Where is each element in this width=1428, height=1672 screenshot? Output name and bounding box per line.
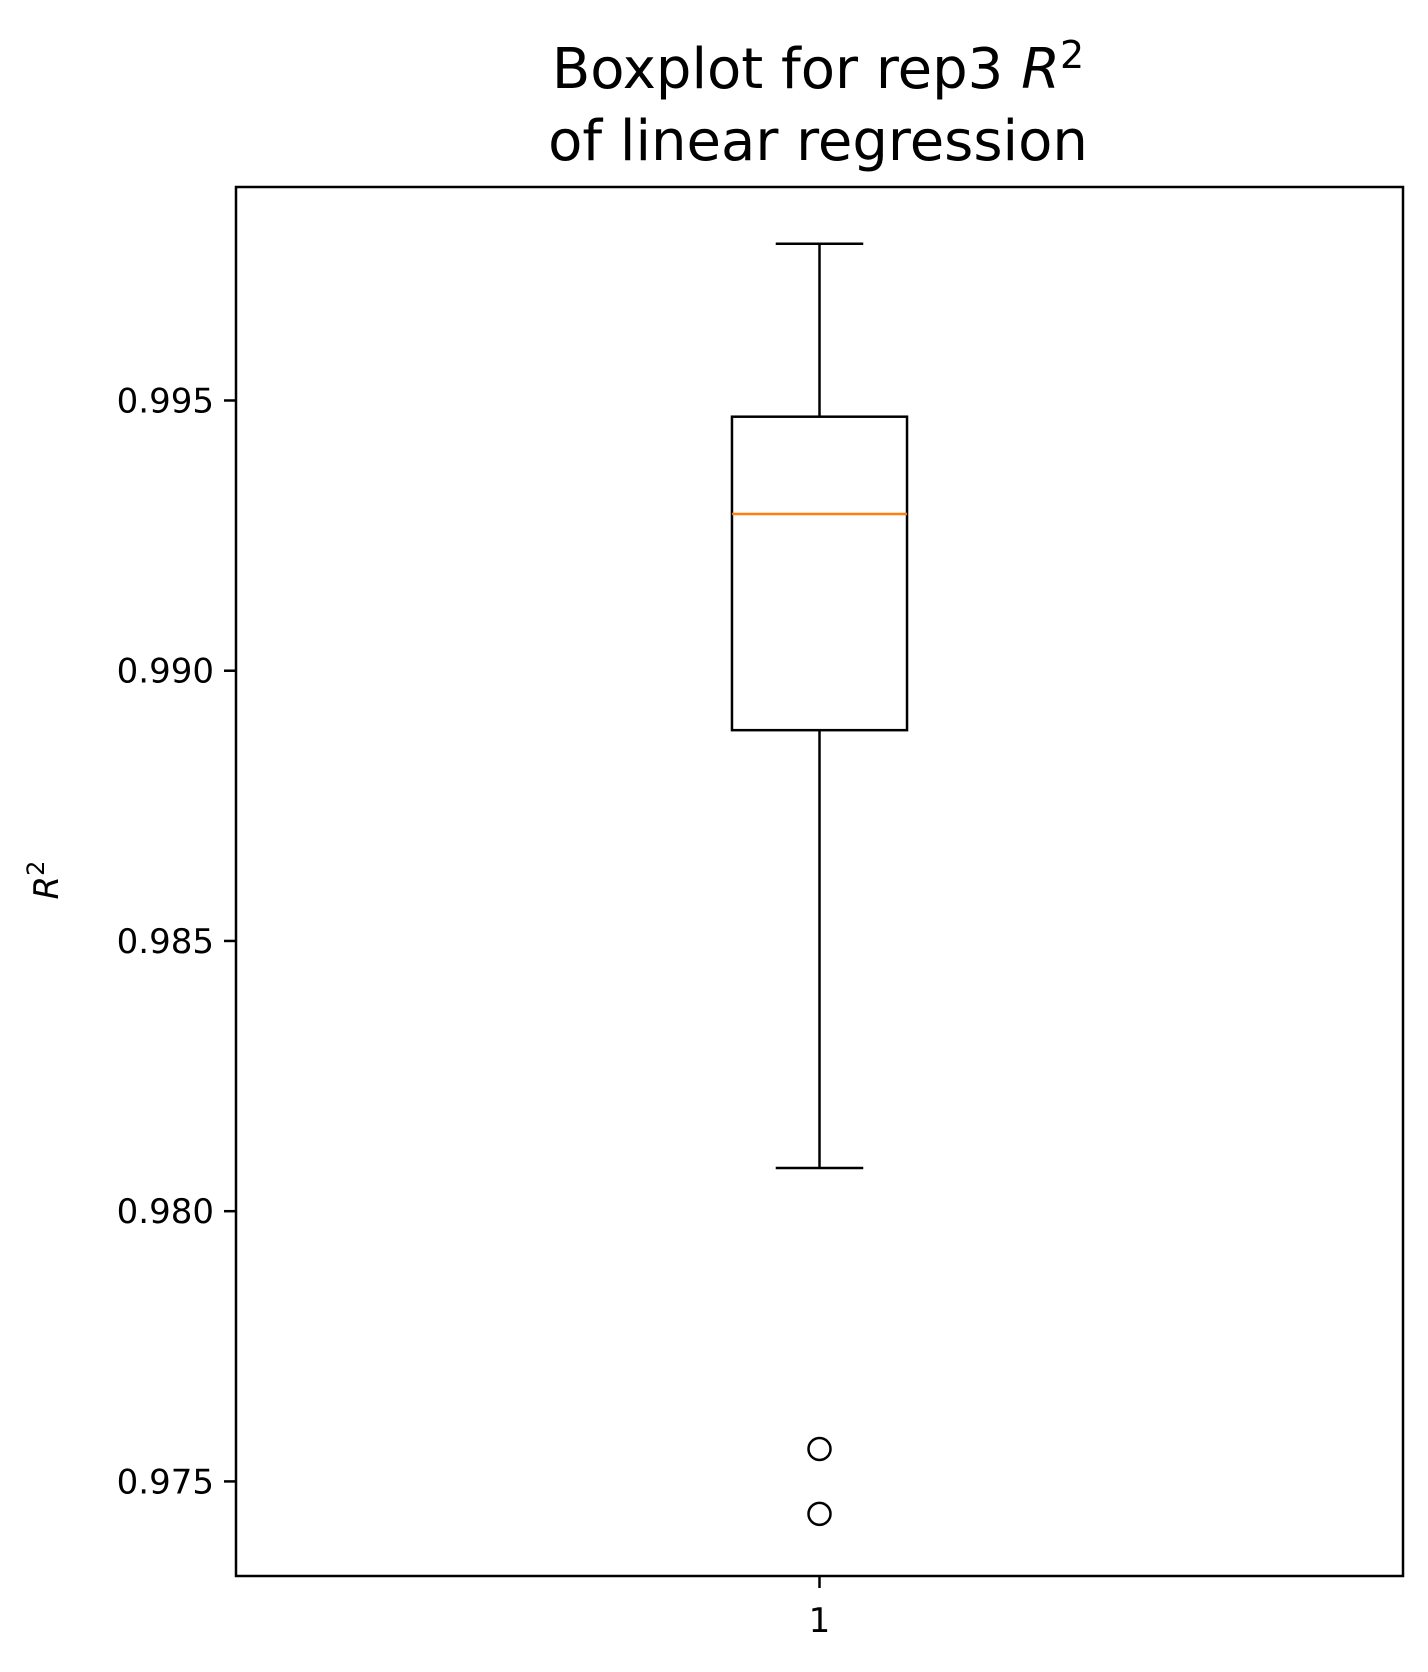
y-tick-label: 0.990 bbox=[117, 652, 214, 692]
y-tick-label: 0.980 bbox=[117, 1192, 214, 1232]
x-tick-label: 1 bbox=[809, 1601, 831, 1641]
y-tick-label: 0.995 bbox=[117, 381, 214, 421]
box-iqr bbox=[730, 415, 909, 732]
x-axis: 1 bbox=[809, 1576, 831, 1641]
outlier-point bbox=[807, 1501, 832, 1527]
y-axis: 0.975 0.980 0.985 0.990 0.995 bbox=[117, 381, 236, 1502]
y-tick-label: 0.985 bbox=[117, 922, 214, 962]
y-axis-label: R2 bbox=[22, 861, 67, 900]
chart-title-line2: of linear regression bbox=[548, 109, 1088, 174]
y-tick-label: 0.975 bbox=[117, 1462, 214, 1502]
chart-title-line1: Boxplot for rep3 R2 bbox=[552, 33, 1084, 102]
outlier-point bbox=[807, 1436, 832, 1462]
box-series bbox=[730, 242, 909, 1527]
